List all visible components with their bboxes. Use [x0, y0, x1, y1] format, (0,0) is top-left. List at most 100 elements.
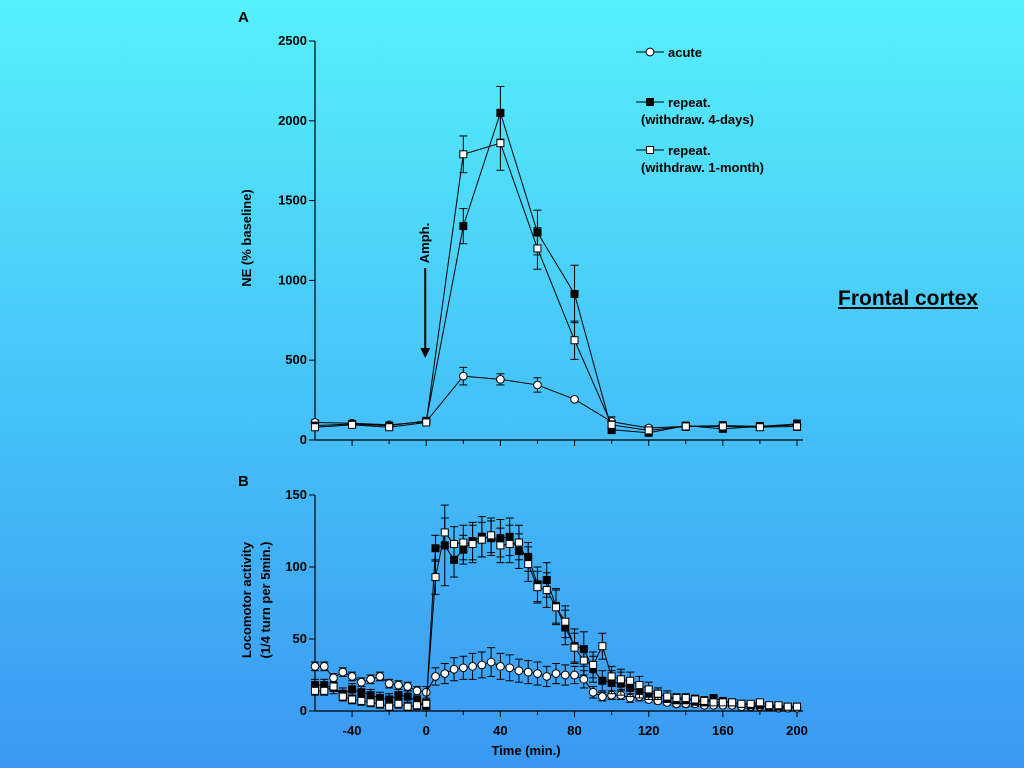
data-point — [663, 692, 672, 701]
data-point — [496, 375, 505, 384]
legend-label: (withdraw. 4-days) — [641, 112, 754, 127]
data-point — [477, 660, 487, 670]
y-tick-label: 2000 — [278, 113, 307, 128]
data-point — [348, 685, 357, 694]
data-point — [459, 222, 468, 231]
y-axis-title: (1/4 turn per 5min.) — [258, 541, 273, 658]
amph-arrow-head — [420, 348, 431, 358]
data-point — [459, 150, 468, 159]
data-point — [644, 426, 653, 435]
data-point — [338, 692, 347, 701]
x-axis-title: Time (min.) — [491, 743, 560, 758]
data-point — [597, 692, 607, 701]
data-point — [385, 702, 394, 711]
data-point — [366, 698, 375, 707]
data-point — [691, 695, 700, 704]
data-point — [459, 538, 468, 547]
y-tick-label: 1500 — [278, 193, 307, 208]
data-point — [718, 698, 727, 707]
data-point — [737, 699, 746, 708]
data-point — [718, 422, 727, 431]
data-point — [774, 701, 783, 710]
data-point — [746, 699, 755, 708]
data-point — [458, 663, 468, 673]
data-point — [533, 583, 542, 592]
x-tick-label: -40 — [343, 723, 362, 738]
series-line — [314, 142, 798, 431]
data-point — [347, 672, 357, 681]
data-point — [607, 420, 616, 429]
data-point — [431, 672, 440, 681]
data-point — [310, 662, 320, 671]
amph-annotation: Amph. — [417, 223, 432, 358]
legend: acute repeat. (withdraw. 4-days) repeat. (wi… — [636, 45, 764, 175]
data-point — [375, 672, 385, 681]
data-point — [542, 586, 551, 595]
data-point — [356, 677, 366, 687]
x-tick-label: 40 — [493, 723, 507, 738]
legend-marker — [645, 47, 655, 57]
data-point — [449, 664, 459, 674]
data-point — [700, 696, 709, 705]
legend-label: acute — [668, 45, 702, 60]
y-tick-label: 0 — [300, 432, 307, 447]
data-point — [542, 672, 552, 681]
data-point — [570, 670, 579, 680]
x-tick-label: 200 — [786, 723, 808, 738]
data-point — [635, 681, 644, 690]
y-tick-label: 1000 — [278, 272, 307, 287]
data-point — [496, 541, 505, 550]
data-point — [598, 642, 607, 651]
data-point — [348, 695, 357, 704]
data-point — [765, 701, 774, 710]
data-point — [755, 423, 764, 432]
data-point — [412, 686, 422, 696]
data-point — [551, 669, 561, 678]
y-tick-label: 150 — [285, 487, 307, 502]
data-point — [422, 699, 431, 708]
y-tick-label: 50 — [293, 631, 307, 646]
data-point — [505, 663, 515, 673]
data-point — [403, 692, 412, 701]
amph-label: Amph. — [417, 223, 432, 263]
series-filled-square — [311, 85, 801, 437]
panel-a-chart: A 0 500 1000 1500 2000 2500 NE (% baseline) Amph… — [238, 9, 803, 447]
data-point — [533, 244, 542, 253]
data-point — [403, 702, 412, 711]
data-point — [616, 675, 625, 684]
data-point — [496, 139, 505, 148]
series-open-circle — [310, 366, 802, 433]
data-point — [579, 674, 589, 684]
data-point — [561, 617, 570, 626]
data-point — [357, 696, 366, 705]
data-point — [524, 560, 533, 569]
data-point — [552, 603, 560, 612]
data-point — [394, 699, 403, 708]
y-tick-label: 0 — [300, 703, 307, 718]
data-point — [672, 694, 681, 703]
data-point — [588, 687, 598, 697]
y-tick-label: 500 — [285, 352, 307, 367]
region-title: Frontal cortex — [838, 287, 979, 310]
data-point — [653, 689, 662, 698]
data-point — [570, 289, 579, 298]
data-point — [496, 108, 505, 117]
data-point — [311, 686, 319, 695]
data-point — [329, 682, 338, 691]
data-point — [533, 380, 542, 390]
x-tick-label: 80 — [567, 723, 581, 738]
data-point — [728, 698, 737, 707]
data-point — [681, 694, 690, 703]
data-point — [607, 672, 616, 681]
data-point — [421, 687, 431, 697]
data-point — [403, 682, 413, 691]
data-point — [450, 539, 459, 548]
legend-marker — [646, 146, 654, 154]
legend-marker — [646, 98, 654, 106]
y-axis-title: NE (% baseline) — [239, 189, 254, 287]
series-line — [314, 111, 798, 434]
data-point — [514, 666, 524, 676]
series-line — [314, 375, 798, 429]
data-point — [394, 691, 403, 700]
